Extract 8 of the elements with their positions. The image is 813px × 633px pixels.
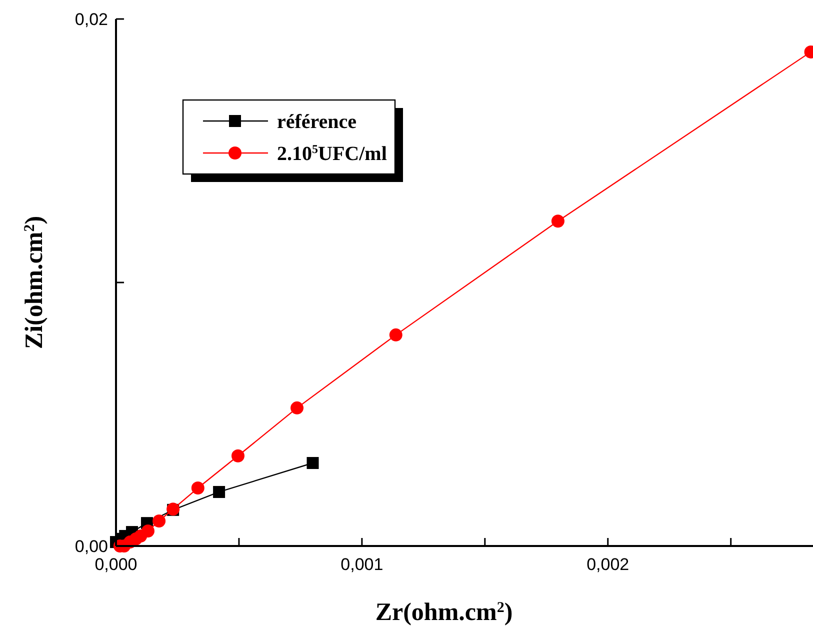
x-tick-label: 0,001 [340,555,384,574]
y-tick-label: 0,00 [74,537,108,556]
x-tick-label: 0,002 [586,555,630,574]
legend-label: référence [277,111,357,133]
y-tick-label: 0,02 [74,10,108,29]
x-axis-title: Zr(ohm.cm$^{2}$) [375,599,513,626]
legend-label: 2.10$^{5}$UFC/ml [277,142,388,165]
x-tick-label: 0,000 [94,555,138,574]
